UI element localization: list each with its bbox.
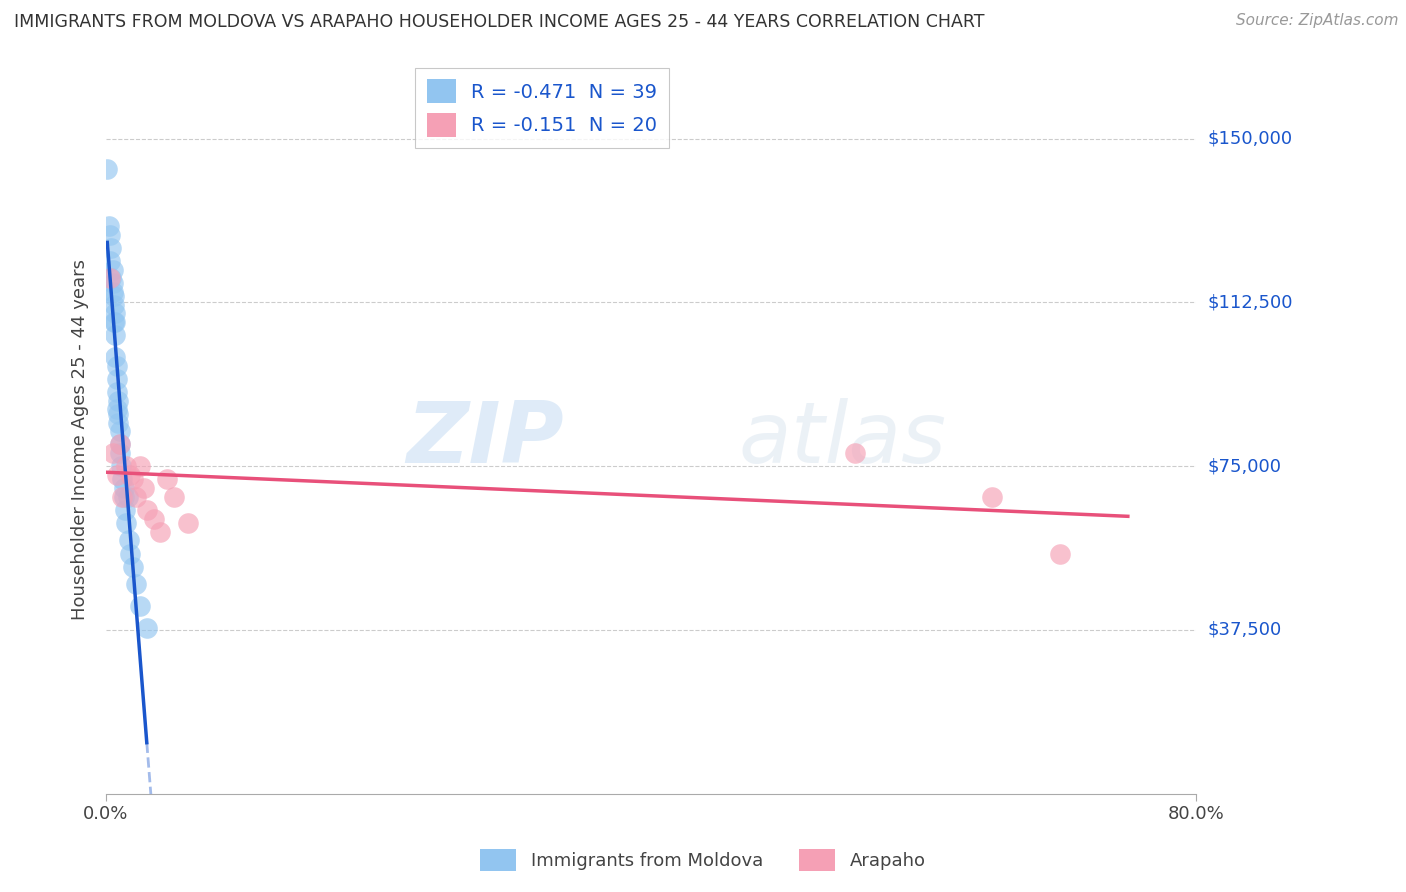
Point: [101, 285, 124, 299]
Point: [104, 306, 127, 320]
Point: [111, 472, 134, 486]
Point: [132, 481, 155, 495]
Point: [105, 467, 128, 482]
Legend: Immigrants from Moldova, Arapaho: Immigrants from Moldova, Arapaho: [472, 842, 934, 879]
Point: [176, 516, 198, 530]
Point: [156, 472, 179, 486]
Point: [125, 490, 148, 504]
Point: [142, 511, 165, 525]
Point: [101, 262, 124, 277]
Point: [135, 503, 157, 517]
Text: Source: ZipAtlas.com: Source: ZipAtlas.com: [1236, 13, 1399, 29]
Point: [108, 424, 131, 438]
Point: [105, 372, 128, 386]
Point: [108, 437, 131, 451]
Point: [114, 503, 136, 517]
Text: atlas: atlas: [738, 399, 946, 482]
Point: [101, 446, 124, 460]
Point: [110, 459, 132, 474]
Point: [115, 459, 138, 474]
Point: [135, 621, 157, 635]
Point: [118, 533, 141, 548]
Point: [103, 289, 125, 303]
Point: [115, 516, 138, 530]
Point: [98, 254, 121, 268]
Text: $75,000: $75,000: [1208, 458, 1281, 475]
Point: [101, 276, 124, 290]
Point: [125, 577, 148, 591]
Point: [97, 219, 120, 233]
Point: [980, 490, 1002, 504]
Point: [96, 162, 118, 177]
Point: [107, 407, 129, 421]
Point: [104, 350, 127, 364]
Point: [1049, 547, 1071, 561]
Point: [120, 547, 142, 561]
Point: [103, 315, 125, 329]
Point: [100, 271, 122, 285]
Point: [108, 437, 131, 451]
Point: [105, 384, 128, 399]
Point: [104, 328, 127, 343]
Point: [129, 599, 152, 613]
Point: [163, 490, 186, 504]
Point: [117, 490, 139, 504]
Point: [107, 416, 129, 430]
Legend: R = -0.471  N = 39, R = -0.151  N = 20: R = -0.471 N = 39, R = -0.151 N = 20: [415, 68, 669, 148]
Text: ZIP: ZIP: [406, 399, 564, 482]
Text: IMMIGRANTS FROM MOLDOVA VS ARAPAHO HOUSEHOLDER INCOME AGES 25 - 44 YEARS CORRELA: IMMIGRANTS FROM MOLDOVA VS ARAPAHO HOUSE…: [14, 13, 984, 31]
Point: [129, 459, 152, 474]
Point: [107, 393, 129, 408]
Point: [149, 524, 172, 539]
Point: [105, 402, 128, 417]
Point: [104, 315, 127, 329]
Point: [98, 227, 121, 242]
Point: [844, 446, 866, 460]
Point: [105, 359, 128, 373]
Point: [120, 467, 142, 482]
Point: [98, 271, 121, 285]
Text: $150,000: $150,000: [1208, 129, 1292, 148]
Point: [108, 446, 131, 460]
Point: [100, 241, 122, 255]
Point: [112, 481, 135, 495]
Text: $112,500: $112,500: [1208, 293, 1292, 311]
Point: [112, 490, 135, 504]
Point: [103, 297, 125, 311]
Text: $37,500: $37,500: [1208, 621, 1281, 639]
Point: [122, 559, 145, 574]
Y-axis label: Householder Income Ages 25 - 44 years: Householder Income Ages 25 - 44 years: [72, 260, 89, 621]
Point: [122, 472, 145, 486]
Point: [111, 490, 134, 504]
